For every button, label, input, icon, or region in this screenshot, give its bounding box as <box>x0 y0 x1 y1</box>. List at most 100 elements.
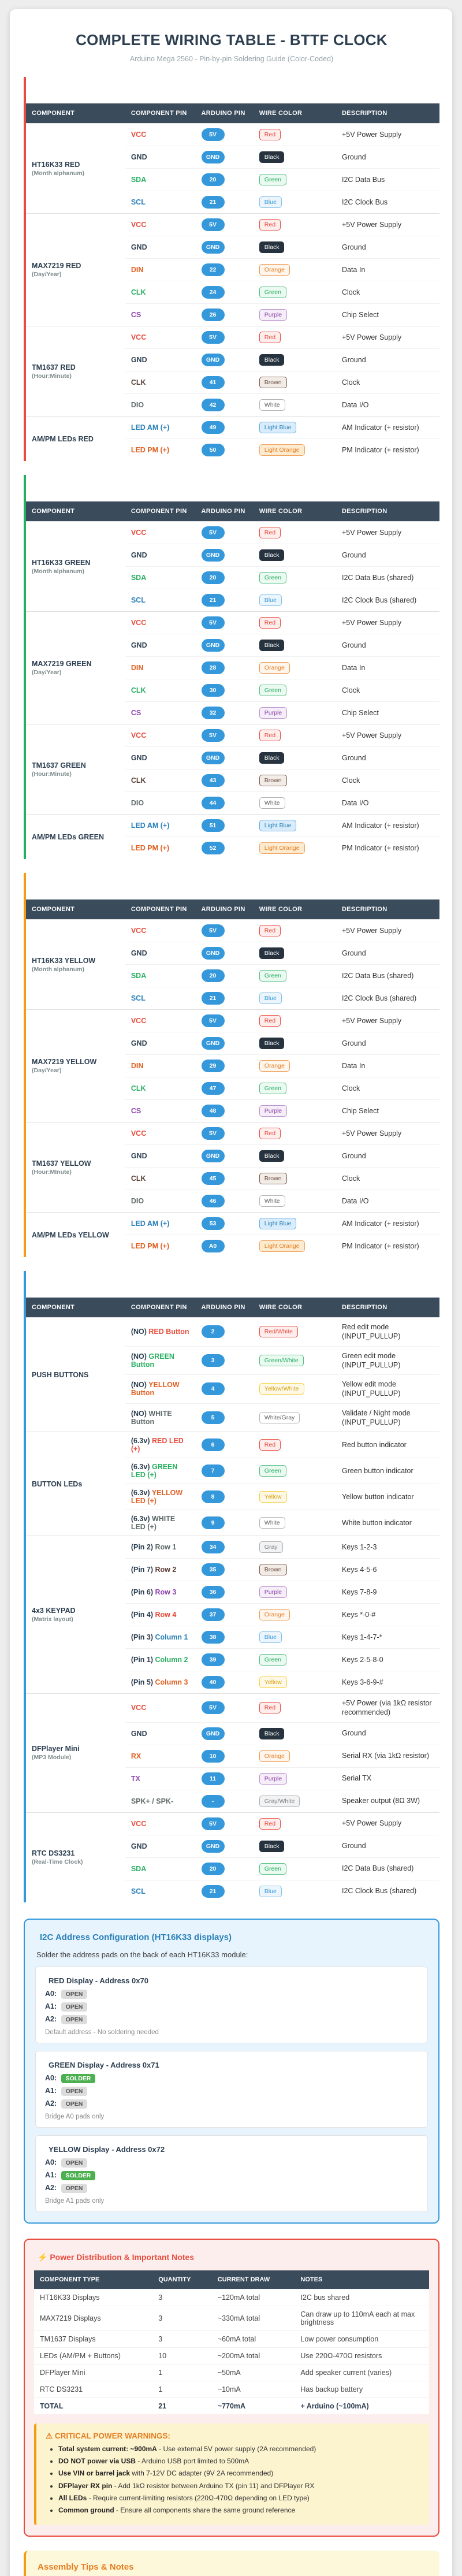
section-heading-spacer <box>26 475 439 501</box>
component-cell: TM1637 YELLOW (Hour:MInute) <box>26 1122 125 1213</box>
arduino-pin-badge: 21 <box>201 1884 225 1898</box>
display-config-title: RED Display - Address 0x70 <box>49 1976 148 1985</box>
wire-color-cell: Black <box>253 236 336 259</box>
display-config-box: RED Display - Address 0x70 A0: OPEN A1: OP… <box>35 1966 428 2043</box>
wiring-row: CS 26 Purple Chip Select <box>26 303 439 326</box>
component-subtitle: (Day/Year) <box>32 669 62 676</box>
wiring-row: (6.3v) GREEN LED (+) 7 Green Green button i… <box>26 1458 439 1484</box>
description-cell: PM Indicator (+ resistor) <box>336 837 439 859</box>
arduino-pin-cell: 5V <box>195 724 254 747</box>
warning-item-lead: All LEDs <box>58 2494 87 2503</box>
wire-color-cell: Light Orange <box>253 837 336 859</box>
critical-warnings-box: ⚠ CRITICAL POWER WARNINGS: Total system … <box>34 2423 429 2525</box>
wire-color-chip: Black <box>259 151 285 163</box>
pin-prefix: (Pin 5) <box>131 1678 155 1686</box>
wire-color-chip: Yellow <box>259 1491 287 1503</box>
power-quantity: 3 <box>152 2288 212 2306</box>
display-config-note: Default address - No soldering needed <box>45 2028 159 2036</box>
component-pin-cell: VCC <box>125 326 196 349</box>
component-name: BUTTON LEDs <box>32 1480 83 1488</box>
arduino-pin-cell: 8 <box>195 1484 254 1510</box>
pin-name: LED AM (+) <box>131 1220 170 1228</box>
arduino-pin-badge: 2 <box>201 1325 225 1339</box>
pin-name: CS <box>131 1107 141 1115</box>
wire-color-chip: Red <box>259 219 281 231</box>
description-cell: Keys 1-4-7-* <box>336 1626 439 1649</box>
wiring-row: AM/PM LEDs GREEN LED AM (+) 51 Light Blue AM… <box>26 814 439 859</box>
component-pin-cell: (NO) WHITE Button <box>125 1403 196 1432</box>
component-pin-cell: (Pin 2) Row 1 <box>125 1536 196 1559</box>
wire-color-chip: Red/White <box>259 1326 298 1338</box>
pin-name: GND <box>131 641 147 649</box>
wiring-table-body: HT16K33 RED (Month alphanum) VCC 5V Red +5V P… <box>26 123 439 461</box>
wiring-row: AM/PM LEDs YELLOW LED AM (+) 53 Light Blue A… <box>26 1212 439 1257</box>
description-cell: I2C Data Bus (shared) <box>336 566 439 589</box>
display-config-title: GREEN Display - Address 0x71 <box>49 2060 159 2069</box>
description-cell: Ground <box>336 146 439 169</box>
power-row: MAX7219 Displays 3 ~330mA total Can draw up… <box>34 2305 429 2330</box>
power-component-type: RTC DS3231 <box>34 2380 153 2397</box>
arduino-pin-cell: 28 <box>195 656 254 679</box>
arduino-pin-badge: 20 <box>201 571 225 584</box>
wiring-row: CLK 43 Brown Clock <box>26 769 439 792</box>
arduino-pin-cell: 6 <box>195 1432 254 1458</box>
warning-icon: ⚠ <box>46 2431 53 2440</box>
description-cell: AM Indicator (+ resistor) <box>336 814 439 837</box>
wire-color-chip: Brown <box>259 377 287 388</box>
description-cell: Clock <box>336 679 439 702</box>
pad-label: A0: <box>45 1989 59 1998</box>
wiring-row: DIN 22 Orange Data In <box>26 258 439 281</box>
wire-color-cell: Black <box>253 1722 336 1745</box>
component-pin-cell: SDA <box>125 168 196 191</box>
wiring-row: SCL 21 Blue I2C Clock Bus (shared) <box>26 987 439 1010</box>
wire-color-cell: Black <box>253 1834 336 1857</box>
component-pin-cell: VCC <box>125 213 196 236</box>
wiring-row: TX 11 Purple Serial TX <box>26 1767 439 1790</box>
description-cell: Red edit mode (INPUT_PULLUP) <box>336 1317 439 1346</box>
wire-color-chip: White <box>259 1195 285 1207</box>
wiring-row: CLK 30 Green Clock <box>26 679 439 702</box>
arduino-pin-cell: 36 <box>195 1581 254 1604</box>
wiring-row: CLK 47 Green Clock <box>26 1077 439 1100</box>
wiring-table-head: COMPONENT COMPONENT PIN ARDUINO PIN WIRE CO… <box>26 103 439 124</box>
wire-color-chip: Green <box>259 174 286 185</box>
description-cell: Clock <box>336 769 439 792</box>
arduino-pin-cell: 29 <box>195 1054 254 1077</box>
description-cell: Data I/O <box>336 393 439 417</box>
component-name: AM/PM LEDs RED <box>32 434 94 443</box>
pin-name: Column 2 <box>155 1656 188 1664</box>
wire-color-chip: Red <box>259 730 281 741</box>
section-heading-spacer <box>26 873 439 899</box>
component-pin-cell: DIN <box>125 656 196 679</box>
wiring-row: CLK 24 Green Clock <box>26 281 439 304</box>
component-cell: MAX7219 RED (Day/Year) <box>26 213 125 326</box>
pin-name: VCC <box>131 131 147 139</box>
arduino-pin-cell: 5V <box>195 611 254 634</box>
component-pin-cell: SCL <box>125 987 196 1010</box>
wiring-row: (Pin 5) Column 3 40 Yellow Keys 3-6-9-# <box>26 1671 439 1694</box>
pad-state-badge: OPEN <box>61 2002 88 2012</box>
arduino-pin-badge: 20 <box>201 969 225 982</box>
pad-state-badge: SOLDER <box>61 2073 96 2083</box>
wiring-row: (6.3v) WHITE LED (+) 9 White White button i… <box>26 1510 439 1536</box>
description-cell: +5V Power Supply <box>336 1812 439 1835</box>
wire-color-cell: Red/White <box>253 1317 336 1346</box>
component-cell: MAX7219 YELLOW (Day/Year) <box>26 1009 125 1122</box>
arduino-pin-cell: - <box>195 1789 254 1812</box>
component-pin-cell: CS <box>125 701 196 724</box>
pin-prefix: (6.3v) <box>131 1489 152 1497</box>
pin-name: VCC <box>131 1704 147 1712</box>
arduino-pin-badge: 30 <box>201 684 225 697</box>
component-pin-cell: GND <box>125 544 196 567</box>
component-pin-cell: GND <box>125 236 196 259</box>
power-notes-cell: Low power consumption <box>295 2330 429 2347</box>
component-pin-cell: VCC <box>125 611 196 634</box>
arduino-pin-badge: 52 <box>201 842 225 854</box>
arduino-pin-cell: 3 <box>195 1345 254 1375</box>
column-header: COMPONENT PIN <box>125 501 196 522</box>
pin-name: RX <box>131 1752 141 1760</box>
wire-color-cell: Green/White <box>253 1345 336 1375</box>
description-cell: I2C Clock Bus (shared) <box>336 987 439 1010</box>
wire-color-cell: Green <box>253 168 336 191</box>
component-pin-cell: SCL <box>125 191 196 214</box>
